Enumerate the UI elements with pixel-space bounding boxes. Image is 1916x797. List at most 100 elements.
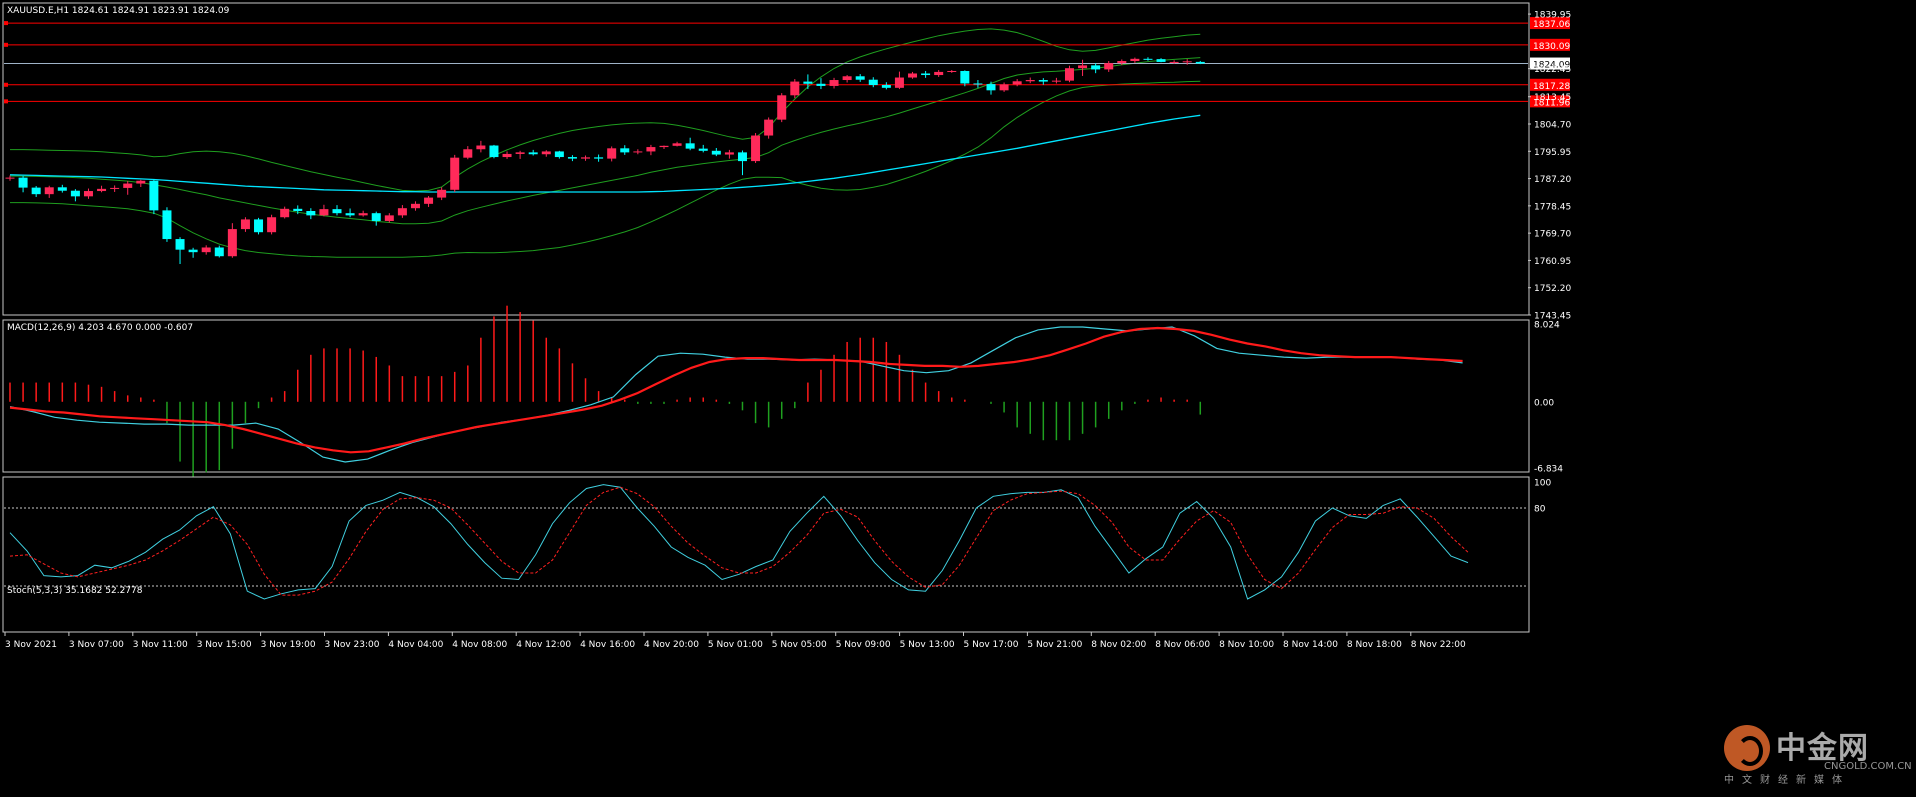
candle-body[interactable]: [1012, 81, 1022, 85]
candle-body[interactable]: [345, 213, 355, 216]
candle-body[interactable]: [254, 219, 264, 233]
candle-body[interactable]: [881, 85, 891, 88]
candle-body[interactable]: [437, 189, 447, 198]
candle-body[interactable]: [70, 190, 80, 197]
candle-body[interactable]: [672, 143, 682, 146]
candle-body[interactable]: [829, 80, 839, 86]
candle-body[interactable]: [986, 84, 996, 91]
candle-body[interactable]: [737, 152, 747, 162]
candle-body[interactable]: [921, 73, 931, 76]
candle-body[interactable]: [1038, 80, 1048, 82]
candle-body[interactable]: [97, 188, 107, 192]
candle-body[interactable]: [541, 151, 551, 155]
price-label-box: [1530, 17, 1570, 30]
candle-body[interactable]: [332, 209, 342, 214]
candle-body[interactable]: [384, 215, 394, 221]
candle-body[interactable]: [397, 208, 407, 216]
candle-body[interactable]: [724, 152, 734, 155]
candle-body[interactable]: [934, 71, 944, 76]
candle-body[interactable]: [214, 247, 224, 257]
candle-body[interactable]: [476, 145, 486, 150]
level-handle[interactable]: [4, 42, 8, 47]
candle-body[interactable]: [1051, 80, 1061, 82]
candle-body[interactable]: [711, 150, 721, 155]
candle-body[interactable]: [123, 183, 133, 188]
candle-body[interactable]: [201, 247, 211, 253]
candle-body[interactable]: [842, 76, 852, 81]
candle-body[interactable]: [960, 70, 970, 84]
candle-body[interactable]: [607, 148, 617, 159]
candle-body[interactable]: [1195, 61, 1205, 64]
level-handle[interactable]: [4, 82, 8, 87]
candle-body[interactable]: [306, 211, 316, 216]
candle-body[interactable]: [31, 187, 41, 195]
candle-body[interactable]: [450, 157, 460, 190]
candle-body[interactable]: [175, 239, 185, 250]
candle-body[interactable]: [698, 148, 708, 151]
candle-body[interactable]: [803, 81, 813, 84]
candle-body[interactable]: [358, 213, 368, 216]
candle-body[interactable]: [502, 153, 512, 158]
candle-body[interactable]: [5, 177, 15, 179]
candle-body[interactable]: [110, 187, 120, 189]
candle-body[interactable]: [280, 208, 290, 218]
candle-body[interactable]: [57, 187, 67, 191]
candle-body[interactable]: [908, 73, 918, 78]
candle-body[interactable]: [816, 83, 826, 86]
candle-body[interactable]: [319, 209, 329, 216]
candle-body[interactable]: [777, 95, 787, 120]
level-handle[interactable]: [4, 21, 8, 26]
level-handle[interactable]: [4, 99, 8, 104]
candle-body[interactable]: [240, 219, 250, 230]
candle-body[interactable]: [410, 203, 420, 209]
candle-body[interactable]: [149, 180, 159, 211]
candle-body[interactable]: [1104, 63, 1114, 70]
candle-body[interactable]: [371, 213, 381, 221]
candle-body[interactable]: [790, 81, 800, 96]
candle-body[interactable]: [528, 152, 538, 155]
candle-body[interactable]: [855, 76, 865, 80]
candle-body[interactable]: [267, 217, 277, 233]
candle-body[interactable]: [463, 149, 473, 158]
candle-body[interactable]: [1025, 80, 1035, 82]
candle-body[interactable]: [1182, 61, 1192, 63]
candle-body[interactable]: [554, 151, 564, 158]
candle-body[interactable]: [620, 148, 630, 153]
candle-body[interactable]: [1156, 59, 1166, 62]
candle-body[interactable]: [1169, 61, 1179, 63]
candle-body[interactable]: [83, 191, 93, 197]
candle-body[interactable]: [1143, 58, 1153, 60]
candle-body[interactable]: [633, 151, 643, 153]
candle-body[interactable]: [646, 147, 656, 152]
candle-body[interactable]: [894, 77, 904, 88]
candle-body[interactable]: [973, 83, 983, 85]
candle-body[interactable]: [581, 157, 591, 159]
candle-body[interactable]: [1091, 65, 1101, 70]
candle-body[interactable]: [515, 152, 525, 154]
candle-body[interactable]: [1130, 58, 1140, 62]
candle-body[interactable]: [685, 143, 695, 149]
candle-body[interactable]: [188, 249, 198, 253]
candle-body[interactable]: [227, 229, 237, 257]
candle-body[interactable]: [1117, 61, 1127, 64]
candle-body[interactable]: [162, 210, 172, 240]
candle-body[interactable]: [136, 180, 146, 184]
candle-body[interactable]: [594, 157, 604, 159]
candle-body[interactable]: [947, 70, 957, 72]
candle-body[interactable]: [1064, 68, 1074, 81]
candle-body[interactable]: [293, 208, 303, 211]
candle-body[interactable]: [489, 145, 499, 158]
candle-body[interactable]: [999, 84, 1009, 91]
candle-body[interactable]: [868, 79, 878, 86]
candle-body[interactable]: [424, 197, 434, 204]
price-label: 1830.09: [1533, 42, 1570, 52]
candle-body[interactable]: [751, 135, 761, 162]
candle-body[interactable]: [567, 157, 577, 159]
candle-body[interactable]: [18, 177, 28, 188]
candle-body[interactable]: [44, 187, 54, 195]
candle-body[interactable]: [659, 145, 669, 148]
candle-body[interactable]: [1078, 65, 1088, 69]
candle-body[interactable]: [764, 119, 774, 136]
